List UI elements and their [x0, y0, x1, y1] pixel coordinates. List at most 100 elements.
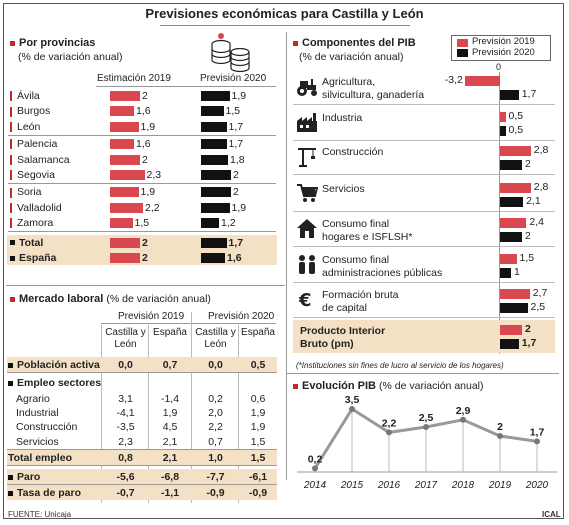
- component-label-line1: Construcción: [322, 146, 384, 158]
- bar-2020: [500, 160, 522, 170]
- component-label-line1: Industria: [322, 112, 363, 124]
- bar-2020: [201, 237, 227, 248]
- value-2019: 1,6: [136, 138, 151, 151]
- bar-2020: [201, 91, 230, 101]
- pib-point: [460, 416, 466, 423]
- provincia-row: Palencia: [10, 138, 57, 150]
- mercado-row-label: Industrial: [16, 407, 59, 419]
- mercado-row-text: Industrial: [16, 407, 59, 419]
- mercado-row-rule: [7, 484, 277, 485]
- component-label-line1: Producto Interior: [300, 325, 386, 337]
- year-tick-label: 2020: [525, 480, 549, 491]
- mercado-cell: 0,2: [208, 393, 223, 405]
- provincia-row: Zamora: [10, 217, 53, 229]
- mercado-cell: 1,5: [250, 452, 266, 464]
- pib-point: [423, 424, 429, 430]
- year-tick-label: 2016: [377, 480, 401, 491]
- value-2019: 2,8: [533, 181, 549, 193]
- provincia-row: Total: [10, 237, 43, 249]
- bar-2020: [201, 187, 231, 198]
- bar-2019: [110, 202, 143, 213]
- provincia-row: Segovia: [10, 169, 55, 181]
- row-tick: [10, 139, 12, 150]
- mercado-title-text: Mercado laboral: [19, 293, 104, 305]
- euro-icon: €: [298, 290, 312, 310]
- bar-2019: [500, 146, 531, 156]
- value-2019: 2: [142, 252, 148, 264]
- provincias-subtitle: (% de variación anual): [18, 51, 123, 63]
- legend-swatch-2020: [457, 49, 468, 57]
- pib-value-label: 2,5: [419, 412, 434, 424]
- bar-2019: [500, 183, 531, 193]
- mercado-row-rule: [7, 372, 277, 373]
- agency-text: ICAL: [542, 510, 561, 519]
- value-2020: 1,7: [228, 138, 244, 151]
- year-tick-label: 2014: [303, 480, 327, 491]
- bar-2019: [110, 237, 140, 248]
- component-rule: [293, 211, 555, 212]
- mercado-cell: -3,5: [116, 421, 135, 433]
- provincia-name: Soria: [17, 186, 42, 199]
- bar-2020: [500, 268, 511, 278]
- mercado-cell: 0,0: [208, 359, 223, 371]
- provincia-name: Segovia: [17, 169, 55, 181]
- mercado-row-rule: [7, 449, 277, 450]
- provincias-title: Por provincias: [10, 37, 95, 49]
- bar-2019: [500, 112, 506, 122]
- componentes-subtitle: (% de variación anual): [299, 51, 404, 63]
- panel-divider-left: [6, 285, 285, 286]
- bar-2019: [110, 106, 134, 117]
- section-marker-icon: [10, 296, 15, 302]
- provincia-row: España: [10, 252, 56, 264]
- mercado-row-text: Total empleo: [8, 452, 72, 464]
- bar-2020: [201, 121, 227, 132]
- value-2019: 0,5: [508, 110, 524, 122]
- value-2020: 1,8: [230, 153, 245, 166]
- value-2019: 2: [525, 323, 531, 335]
- provincia-row: Salamanca: [10, 154, 70, 166]
- mercado-cell: 3,1: [118, 393, 133, 405]
- provincia-name: Palencia: [17, 138, 58, 151]
- component-label-line2: de capital: [322, 302, 367, 314]
- mercado-col-cyl-2019: Castilla y León: [105, 327, 146, 350]
- mercado-col-cyl-2020: Castilla y León: [195, 327, 236, 350]
- mercado-row-highlight: [7, 469, 277, 484]
- mercado-cell: 2,3: [118, 436, 133, 448]
- provincia-row: Valladolid: [10, 202, 62, 214]
- bar-2020: [500, 232, 522, 242]
- bar-2020: [201, 170, 231, 180]
- mercado-group-2019: Previsión 2019: [118, 311, 185, 322]
- bar-2019: [110, 170, 145, 180]
- provincia-row: León: [10, 121, 40, 133]
- mercado-row-label: Agrario: [16, 393, 50, 405]
- group-rule: [8, 134, 276, 136]
- bar-2020: [201, 202, 230, 213]
- mercado-subtitle: (% de variación anual): [106, 293, 211, 305]
- mercado-cell: -6,8: [160, 471, 180, 483]
- title-rule: [160, 25, 410, 26]
- component-rule: [293, 174, 555, 175]
- row-tick: [10, 218, 12, 229]
- component-rule: [293, 282, 555, 283]
- componentes-title-text: Componentes del PIB: [302, 37, 416, 49]
- value-2019: 1,9: [140, 186, 156, 199]
- component-rule: [293, 104, 555, 105]
- mercado-cell: 0,6: [250, 393, 266, 405]
- pib-value-label: 3,5: [345, 394, 360, 406]
- row-tick: [10, 154, 12, 165]
- bar-2020: [201, 154, 228, 165]
- pib-point: [349, 406, 355, 412]
- pib-value-label: 0,2: [308, 453, 323, 465]
- pib-value-label: 2,9: [456, 405, 471, 417]
- pib-value-label: 2: [497, 421, 503, 433]
- mercado-cell: 1,9: [250, 421, 266, 433]
- value-2020: 2: [233, 186, 239, 199]
- coins-icon: [211, 33, 250, 72]
- component-rule: [293, 140, 555, 141]
- year-tick-label: 2019: [488, 480, 512, 491]
- pib-point: [534, 438, 540, 445]
- row-marker-icon: [8, 474, 13, 480]
- row-marker-icon: [10, 240, 15, 246]
- provincias-title-text: Por provincias: [19, 37, 96, 49]
- value-2019: 2,7: [532, 287, 548, 299]
